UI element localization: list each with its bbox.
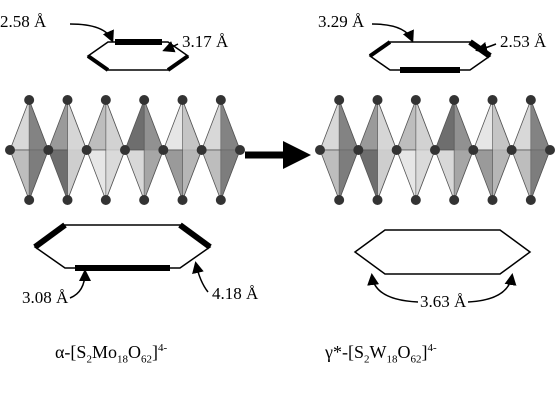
formula-part: 18 (386, 354, 397, 366)
oxygen-atom (411, 195, 421, 205)
formula-part: γ*-[S (325, 342, 364, 362)
oxygen-atom (158, 145, 168, 155)
distance-label: 4.18 Å (212, 284, 258, 304)
distance-label: 3.17 Å (182, 32, 228, 52)
oxygen-atom (63, 95, 73, 105)
distance-label: 2.58 Å (0, 12, 46, 32)
formula-part: 18 (117, 354, 128, 366)
oxygen-atom (120, 145, 130, 155)
oxygen-atom (216, 195, 226, 205)
oxygen-atom (63, 195, 73, 205)
artwork (0, 0, 560, 394)
oxygen-atom (488, 195, 498, 205)
ring (35, 225, 210, 268)
oxygen-atom (353, 145, 363, 155)
oxygen-atom (449, 195, 459, 205)
oxygen-atom (449, 95, 459, 105)
oxygen-atom (334, 95, 344, 105)
oxygen-atom (526, 95, 536, 105)
oxygen-atom (216, 95, 226, 105)
oxygen-atom (468, 145, 478, 155)
oxygen-atom (43, 145, 53, 155)
formula-part: Mo (92, 342, 117, 362)
oxygen-atom (235, 145, 245, 155)
distance-label: 2.53 Å (500, 32, 546, 52)
formula: γ*-[S2W18O62]4- (325, 342, 437, 366)
polyhedra (5, 95, 555, 205)
oxygen-atom (197, 145, 207, 155)
formula-part: W (369, 342, 386, 362)
ring (370, 42, 490, 70)
oxygen-atom (526, 195, 536, 205)
oxygen-atom (5, 145, 15, 155)
oxygen-atom (392, 145, 402, 155)
oxygen-atom (507, 145, 517, 155)
oxygen-atom (315, 145, 325, 155)
oxygen-atom (24, 195, 34, 205)
oxygen-atom (545, 145, 555, 155)
oxygen-atom (334, 195, 344, 205)
oxygen-atom (373, 195, 383, 205)
oxygen-atom (178, 95, 188, 105)
formula: α-[S2Mo18O62]4- (55, 342, 167, 366)
formula-part: α-[S (55, 342, 86, 362)
oxygen-atom (139, 95, 149, 105)
oxygen-atom (411, 95, 421, 105)
distance-label: 3.29 Å (318, 12, 364, 32)
formula-part: 4- (427, 342, 436, 354)
oxygen-atom (139, 195, 149, 205)
oxygen-atom (24, 95, 34, 105)
formula-part: 62 (410, 354, 421, 366)
oxygen-atom (178, 195, 188, 205)
oxygen-atom (488, 95, 498, 105)
oxygen-atom (101, 95, 111, 105)
oxygen-atom (82, 145, 92, 155)
oxygen-atom (373, 95, 383, 105)
ring (355, 230, 530, 274)
distance-label: 3.63 Å (420, 292, 466, 312)
formula-part: O (397, 342, 410, 362)
distance-label: 3.08 Å (22, 288, 68, 308)
formula-part: O (128, 342, 141, 362)
oxygen-atom (101, 195, 111, 205)
formula-part: 62 (141, 354, 152, 366)
formula-part: 4- (158, 342, 167, 354)
figure: 2.58 Å 3.17 Å 3.08 Å 4.18 Å 3.29 Å 2.53 … (0, 0, 560, 394)
oxygen-atom (430, 145, 440, 155)
